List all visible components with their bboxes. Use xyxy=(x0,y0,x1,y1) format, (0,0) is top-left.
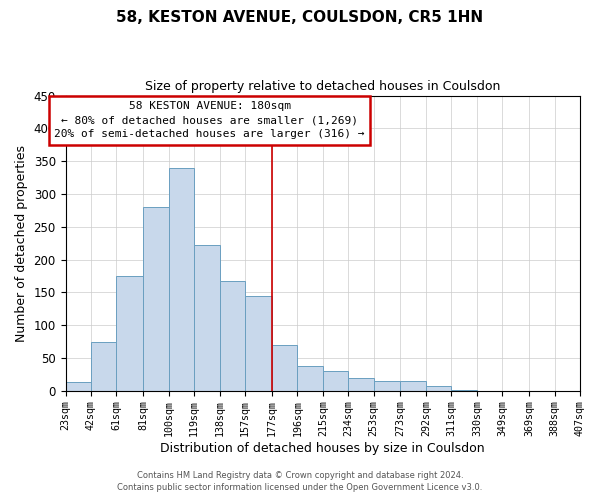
Bar xyxy=(65,382,91,390)
Bar xyxy=(116,276,143,390)
Bar xyxy=(400,381,426,390)
Text: Contains HM Land Registry data © Crown copyright and database right 2024.
Contai: Contains HM Land Registry data © Crown c… xyxy=(118,471,482,492)
Text: 58 KESTON AVENUE: 180sqm
← 80% of detached houses are smaller (1,269)
20% of sem: 58 KESTON AVENUE: 180sqm ← 80% of detach… xyxy=(55,102,365,140)
Bar xyxy=(143,207,169,390)
Bar xyxy=(348,378,374,390)
Bar xyxy=(194,245,220,390)
Y-axis label: Number of detached properties: Number of detached properties xyxy=(15,144,28,342)
Bar xyxy=(245,296,272,390)
Text: 58, KESTON AVENUE, COULSDON, CR5 1HN: 58, KESTON AVENUE, COULSDON, CR5 1HN xyxy=(116,10,484,25)
Bar xyxy=(323,371,348,390)
X-axis label: Distribution of detached houses by size in Coulsdon: Distribution of detached houses by size … xyxy=(160,442,485,455)
Bar xyxy=(169,168,194,390)
Bar xyxy=(272,345,298,391)
Bar xyxy=(426,386,451,390)
Bar xyxy=(91,342,116,390)
Bar xyxy=(298,366,323,390)
Bar xyxy=(220,280,245,390)
Title: Size of property relative to detached houses in Coulsdon: Size of property relative to detached ho… xyxy=(145,80,500,93)
Bar xyxy=(374,381,400,390)
